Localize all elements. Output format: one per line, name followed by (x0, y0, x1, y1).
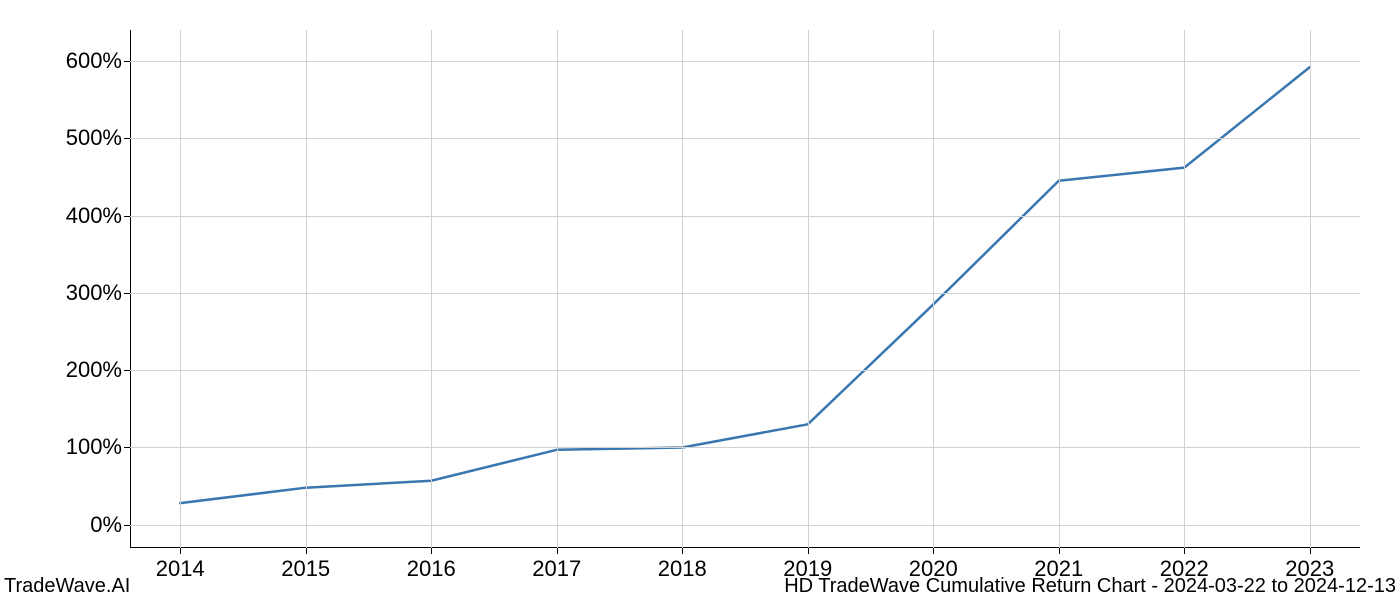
grid-line-vertical (306, 30, 307, 548)
grid-line-vertical (682, 30, 683, 548)
grid-line-vertical (180, 30, 181, 548)
grid-line-vertical (808, 30, 809, 548)
grid-line-horizontal (130, 525, 1360, 526)
x-tick-label: 2018 (658, 556, 707, 582)
y-tick-mark (124, 138, 130, 139)
x-tick-label: 2022 (1160, 556, 1209, 582)
y-tick-label: 200% (66, 357, 122, 383)
grid-line-horizontal (130, 447, 1360, 448)
grid-line-vertical (1059, 30, 1060, 548)
grid-line-horizontal (130, 138, 1360, 139)
y-tick-label: 500% (66, 125, 122, 151)
grid-line-vertical (557, 30, 558, 548)
y-tick-label: 400% (66, 203, 122, 229)
grid-line-vertical (1184, 30, 1185, 548)
x-tick-mark (1310, 548, 1311, 554)
y-tick-mark (124, 293, 130, 294)
footer-brand: TradeWave.AI (4, 575, 130, 598)
x-tick-label: 2016 (407, 556, 456, 582)
y-tick-mark (124, 370, 130, 371)
grid-line-horizontal (130, 61, 1360, 62)
grid-line-horizontal (130, 370, 1360, 371)
grid-line-horizontal (130, 216, 1360, 217)
x-tick-label: 2017 (532, 556, 581, 582)
y-tick-mark (124, 61, 130, 62)
y-tick-label: 100% (66, 434, 122, 460)
x-tick-mark (682, 548, 683, 554)
x-tick-mark (180, 548, 181, 554)
x-tick-mark (933, 548, 934, 554)
grid-line-vertical (933, 30, 934, 548)
y-tick-mark (124, 447, 130, 448)
x-tick-label: 2023 (1285, 556, 1334, 582)
x-tick-label: 2021 (1034, 556, 1083, 582)
x-tick-label: 2019 (783, 556, 832, 582)
x-tick-mark (306, 548, 307, 554)
y-tick-mark (124, 525, 130, 526)
y-tick-label: 300% (66, 280, 122, 306)
grid-line-vertical (431, 30, 432, 548)
grid-line-vertical (1310, 30, 1311, 548)
x-tick-mark (808, 548, 809, 554)
x-tick-mark (1184, 548, 1185, 554)
chart-plot-area (130, 30, 1360, 548)
plot-grid-area (130, 30, 1360, 548)
line-series (130, 30, 1360, 548)
x-tick-label: 2020 (909, 556, 958, 582)
x-tick-label: 2015 (281, 556, 330, 582)
x-tick-mark (557, 548, 558, 554)
x-tick-mark (431, 548, 432, 554)
x-tick-label: 2014 (156, 556, 205, 582)
y-tick-mark (124, 216, 130, 217)
y-tick-label: 600% (66, 48, 122, 74)
x-tick-mark (1059, 548, 1060, 554)
y-tick-label: 0% (90, 512, 122, 538)
grid-line-horizontal (130, 293, 1360, 294)
